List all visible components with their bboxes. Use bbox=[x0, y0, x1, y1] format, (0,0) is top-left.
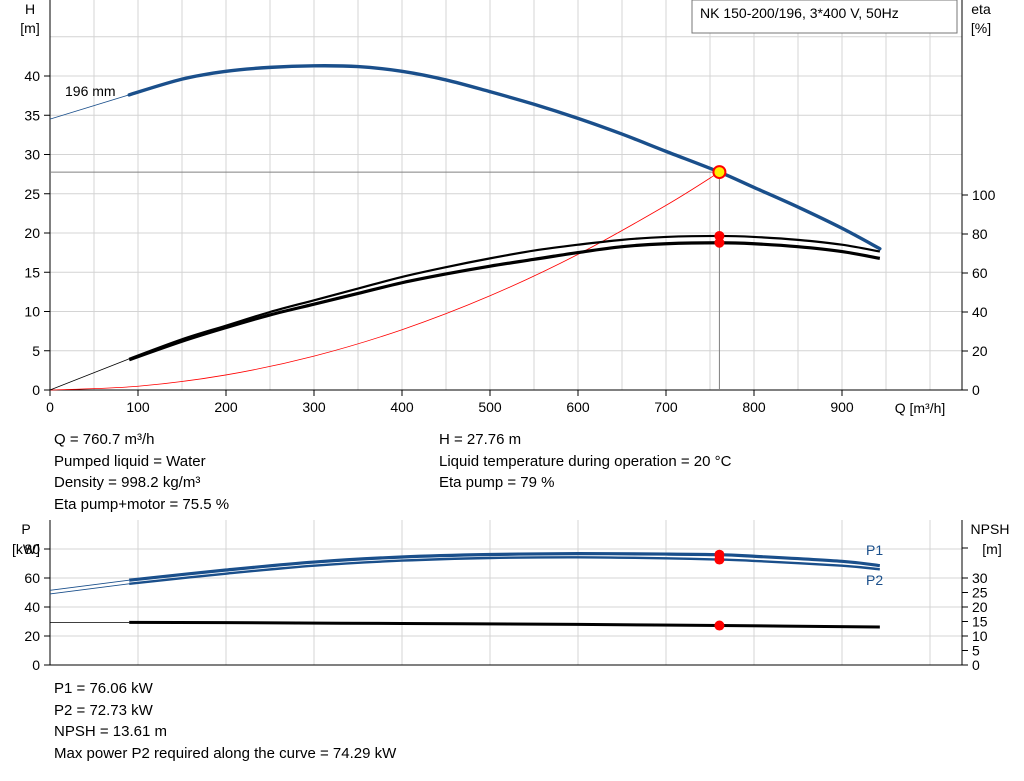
duty-point-marker bbox=[712, 165, 727, 180]
eta-curve-extension bbox=[49, 358, 130, 391]
npsh-tick-label: 5 bbox=[972, 643, 980, 659]
eta-pump-motor-curve bbox=[128, 241, 881, 362]
bottom-curves bbox=[49, 552, 881, 629]
flow-tick-label: 600 bbox=[566, 399, 590, 415]
npsh-curve bbox=[129, 620, 880, 629]
head-tick-label: 40 bbox=[24, 68, 40, 84]
top-curves bbox=[49, 64, 882, 391]
head-axis-label: H bbox=[25, 1, 35, 17]
eta-tick-label: 100 bbox=[972, 187, 996, 203]
system-curve bbox=[49, 171, 720, 391]
eta-tick-label: 80 bbox=[972, 226, 988, 242]
npsh-tick-label: 15 bbox=[972, 614, 988, 630]
flow-tick-label: 100 bbox=[126, 399, 150, 415]
flow-tick-label: 300 bbox=[302, 399, 326, 415]
eta-tick-label: 60 bbox=[972, 265, 988, 281]
npsh-tick-label: 10 bbox=[972, 628, 988, 644]
power-axis-ticks: 0 20 40 60 80 bbox=[24, 541, 50, 673]
eta-axis-unit: [%] bbox=[971, 20, 991, 36]
eta-axis-label: eta bbox=[971, 1, 991, 17]
p2-value: P2 = 72.73 kW bbox=[54, 701, 153, 719]
flow-tick-label: 0 bbox=[46, 399, 54, 415]
head-tick-label: 25 bbox=[24, 186, 40, 202]
head-axis-ticks: 0 5 10 15 20 25 30 35 40 bbox=[24, 68, 50, 398]
power-axis-label: P bbox=[21, 521, 30, 537]
power-tick-label: 40 bbox=[24, 599, 40, 615]
npsh-tick-label: 20 bbox=[972, 599, 988, 615]
p2-curve-label: P2 bbox=[866, 572, 883, 588]
top-grid bbox=[50, 0, 962, 390]
flow-tick-label: 200 bbox=[214, 399, 238, 415]
power-tick-label: 80 bbox=[24, 541, 40, 557]
top-markers bbox=[712, 165, 727, 248]
top-chart: 0 5 10 15 20 25 30 35 40 0 20 40 60 80 100 0 100 200 300… bbox=[20, 0, 996, 416]
power-axis-unit: [kW] bbox=[12, 541, 40, 557]
head-curve bbox=[127, 64, 882, 251]
npsh-tick-label: 25 bbox=[972, 585, 988, 601]
p1-curve-label: P1 bbox=[866, 542, 883, 558]
head-curve-extension bbox=[49, 94, 130, 120]
head-axis-unit: [m] bbox=[20, 20, 39, 36]
density-value: Density = 998.2 kg/m³ bbox=[54, 474, 201, 491]
impeller-diameter-label: 196 mm bbox=[65, 83, 116, 99]
head-tick-label: 20 bbox=[24, 225, 40, 241]
head-tick-label: 35 bbox=[24, 107, 40, 123]
p1-curve bbox=[129, 552, 881, 582]
operating-info-left: Q = 760.7 m³/h Pumped liquid = Water Den… bbox=[54, 429, 229, 515]
p2-marker bbox=[714, 554, 725, 565]
flow-value: Q = 760.7 m³/h bbox=[54, 431, 155, 448]
p1-curve-extension bbox=[49, 579, 130, 591]
flow-tick-label: 900 bbox=[830, 399, 854, 415]
flow-tick-label: 500 bbox=[478, 399, 502, 415]
pumped-liquid: Pumped liquid = Water bbox=[54, 452, 206, 470]
flow-tick-label: 400 bbox=[390, 399, 414, 415]
npsh-axis-unit: [m] bbox=[982, 541, 1001, 557]
p2-curve-extension bbox=[49, 583, 130, 595]
head-tick-label: 15 bbox=[24, 264, 40, 280]
flow-axis-ticks: 0 100 200 300 400 500 600 700 800 900 bbox=[46, 390, 854, 415]
liquid-temperature: Liquid temperature during operation = 20… bbox=[439, 452, 732, 470]
head-tick-label: 0 bbox=[32, 382, 40, 398]
title-box: NK 150-200/196, 3*400 V, 50Hz bbox=[691, 0, 958, 34]
eta-tick-label: 40 bbox=[972, 304, 988, 320]
flow-axis-label: Q [m³/h] bbox=[895, 400, 946, 416]
npsh-value: NPSH = 13.61 m bbox=[54, 723, 167, 740]
power-info: P1 = 76.06 kW P2 = 72.73 kW NPSH = 13.61… bbox=[54, 678, 396, 764]
npsh-tick-label: 30 bbox=[972, 570, 988, 586]
eta-axis-ticks: 0 20 40 60 80 100 bbox=[962, 187, 996, 398]
eta-pump-motor-value: Eta pump+motor = 75.5 % bbox=[54, 495, 230, 513]
eta-pump-value: Eta pump = 79 % bbox=[439, 474, 555, 491]
power-tick-label: 60 bbox=[24, 570, 40, 586]
npsh-tick-label: 0 bbox=[972, 657, 980, 673]
p2-curve bbox=[129, 556, 880, 585]
chart-title: NK 150-200/196, 3*400 V, 50Hz bbox=[700, 5, 899, 21]
p1-value: P1 = 76.06 kW bbox=[54, 680, 153, 697]
flow-tick-label: 800 bbox=[742, 399, 766, 415]
bottom-grid bbox=[50, 520, 962, 665]
eta-pump-curve bbox=[128, 234, 881, 360]
power-tick-label: 0 bbox=[32, 657, 40, 673]
npsh-axis-label: NPSH bbox=[971, 521, 1010, 537]
power-tick-label: 20 bbox=[24, 628, 40, 644]
eta-tick-label: 0 bbox=[972, 382, 980, 398]
eta-total-marker bbox=[714, 237, 725, 248]
operating-info-right: H = 27.76 m Liquid temperature during op… bbox=[439, 429, 731, 494]
head-tick-label: 30 bbox=[24, 147, 40, 163]
bottom-markers bbox=[714, 549, 725, 631]
head-value: H = 27.76 m bbox=[439, 431, 522, 448]
npsh-marker bbox=[714, 620, 725, 631]
head-tick-label: 10 bbox=[24, 304, 40, 320]
eta-tick-label: 20 bbox=[972, 343, 988, 359]
max-power-value: Max power P2 required along the curve = … bbox=[54, 744, 397, 762]
head-tick-label: 5 bbox=[32, 343, 40, 359]
flow-tick-label: 700 bbox=[654, 399, 678, 415]
